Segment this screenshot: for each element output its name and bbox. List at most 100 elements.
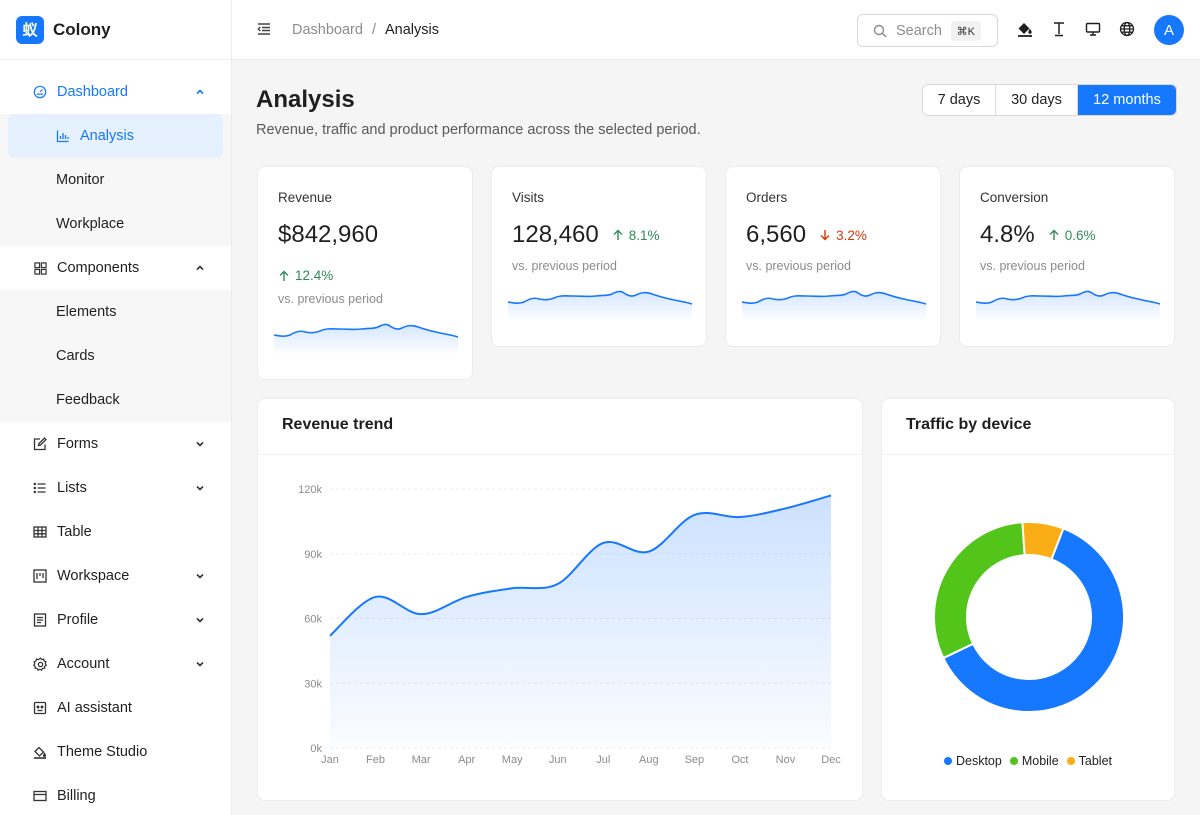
sidebar-item-cards[interactable]: Cards <box>56 348 95 364</box>
sidebar-item-label: Billing <box>57 788 96 804</box>
globe-icon[interactable] <box>1119 21 1136 38</box>
legend-item-desktop[interactable]: Desktop <box>943 754 1002 768</box>
search-icon <box>873 24 887 38</box>
breadcrumb: Dashboard / Analysis <box>292 22 439 38</box>
stat-value: $842,960 <box>278 221 379 248</box>
bar-chart-icon <box>56 129 70 143</box>
range-12-months[interactable]: 12 months <box>1078 85 1176 115</box>
chevron-down-icon <box>193 569 207 583</box>
sidebar-item-profile[interactable]: Profile <box>0 598 231 642</box>
sidebar-item-feedback[interactable]: Feedback <box>56 392 120 408</box>
paint-bucket-icon[interactable] <box>1017 21 1034 38</box>
stat-delta: 12.4% <box>278 268 333 283</box>
panel-divider <box>882 454 1174 455</box>
stat-label: Visits <box>512 190 545 205</box>
sidebar-item-workspace[interactable]: Workspace <box>0 554 231 598</box>
stat-card-visits: Visits 128,460 8.1% vs. previous period <box>491 166 707 347</box>
range-30-days[interactable]: 30 days <box>996 85 1078 115</box>
sidebar-item-label: Lists <box>57 480 87 496</box>
avatar[interactable]: A <box>1154 15 1184 45</box>
sidebar-item-label: Table <box>57 524 92 540</box>
sidebar-item-ai-assistant[interactable]: AI assistant <box>0 686 231 730</box>
stat-value: 128,460 <box>512 221 599 248</box>
sidebar-item-billing[interactable]: Billing <box>0 774 231 815</box>
robot-icon <box>32 700 48 716</box>
legend-item-mobile[interactable]: Mobile <box>1009 754 1059 768</box>
y-tick-label: 90k <box>304 549 322 561</box>
sidebar-item-forms[interactable]: Forms <box>0 422 231 466</box>
y-tick-label: 120k <box>298 484 322 496</box>
arrow-up-icon <box>278 270 290 282</box>
x-tick-label: May <box>502 754 523 766</box>
donut-slice-tablet[interactable] <box>1021 521 1065 561</box>
stat-delta-value: 3.2% <box>836 227 867 243</box>
stat-value-row: 128,460 8.1% <box>512 221 660 249</box>
panel-title: Revenue trend <box>282 416 394 433</box>
donut-slice-desktop[interactable] <box>941 527 1125 713</box>
stat-value: 4.8% <box>980 221 1035 248</box>
sidebar-item-components[interactable]: Components <box>0 246 231 290</box>
monitor-icon[interactable] <box>1085 21 1102 38</box>
menu-fold-icon[interactable] <box>256 21 274 39</box>
x-tick-label: Jan <box>321 754 339 766</box>
search-input[interactable]: Search ⌘K <box>857 14 998 47</box>
arrow-up-icon <box>612 229 624 241</box>
page-subtitle: Revenue, traffic and product performance… <box>256 122 701 138</box>
sidebar-item-workplace[interactable]: Workplace <box>56 216 125 232</box>
stat-delta: 3.2% <box>819 228 867 243</box>
sparkline-revenue <box>274 323 458 355</box>
sidebar-item-monitor[interactable]: Monitor <box>56 172 105 188</box>
top-header: Dashboard / Analysis Search ⌘K A <box>232 0 1200 60</box>
arrow-up-icon <box>1048 229 1060 241</box>
sidebar-item-lists[interactable]: Lists <box>0 466 231 510</box>
grid-icon <box>32 260 48 276</box>
panel-title: Traffic by device <box>906 416 1032 433</box>
chevron-down-icon <box>193 657 207 671</box>
donut-slice-mobile[interactable] <box>933 521 1026 660</box>
sidebar-item-dashboard[interactable]: Dashboard <box>0 70 231 114</box>
sidebar-item-label: Analysis <box>80 128 134 144</box>
text-size-icon[interactable] <box>1051 21 1068 38</box>
search-placeholder: Search <box>896 22 942 39</box>
sparkline-visits <box>508 290 692 322</box>
table-icon <box>32 524 48 540</box>
breadcrumb-dashboard[interactable]: Dashboard <box>292 21 363 38</box>
stat-value: 6,560 <box>746 221 807 248</box>
sparkline-conversion <box>976 290 1160 322</box>
legend-label: Mobile <box>1021 754 1059 768</box>
stat-note: vs. previous period <box>512 259 617 273</box>
sidebar-item-account[interactable]: Account <box>0 642 231 686</box>
sidebar-item-table[interactable]: Table <box>0 510 231 554</box>
sidebar-item-elements[interactable]: Elements <box>56 304 117 320</box>
chevron-up-icon <box>193 85 207 99</box>
sidebar-item-label: Dashboard <box>57 84 128 100</box>
chevron-down-icon <box>193 613 207 627</box>
x-tick-label: Mar <box>412 754 431 766</box>
logo[interactable]: 蚁 Colony <box>0 0 231 60</box>
revenue-trend-chart: 0k 30k 60k 90k 120k Jan Feb Mar Apr May Jun Jul Aug S… <box>298 484 841 766</box>
stat-card-conversion: Conversion 4.8% 0.6% vs. previous period <box>959 166 1175 347</box>
sidebar-item-analysis[interactable]: Analysis <box>8 114 223 158</box>
x-tick-label: Oct <box>731 754 748 766</box>
billing-icon <box>32 788 48 804</box>
sidebar-item-theme-studio[interactable]: Theme Studio <box>0 730 231 774</box>
revenue-trend-panel: Revenue trend 0k 30k 60k 90k 120k Jan Feb Mar Ap… <box>257 398 863 801</box>
legend-label: Tablet <box>1078 754 1113 768</box>
chevron-up-icon <box>193 261 207 275</box>
form-edit-icon <box>32 436 48 452</box>
y-tick-label: 60k <box>304 614 322 626</box>
stat-delta: 8.1% <box>612 228 660 243</box>
stat-note: vs. previous period <box>278 292 383 306</box>
chevron-down-icon <box>193 481 207 495</box>
y-tick-label: 30k <box>304 678 322 690</box>
app-name: Colony <box>53 19 111 39</box>
legend-item-tablet[interactable]: Tablet <box>1066 754 1113 768</box>
sidebar-item-label: Theme Studio <box>57 744 148 760</box>
search-shortcut: ⌘K <box>950 21 981 41</box>
sidebar-item-label: Components <box>57 260 140 276</box>
legend-label: Desktop <box>955 754 1002 768</box>
sidebar: 蚁 Colony Dashboard Analysis Monitor Work… <box>0 0 232 815</box>
revenue-line <box>329 494 832 637</box>
x-tick-label: Jun <box>549 754 567 766</box>
range-7-days[interactable]: 7 days <box>923 85 996 115</box>
